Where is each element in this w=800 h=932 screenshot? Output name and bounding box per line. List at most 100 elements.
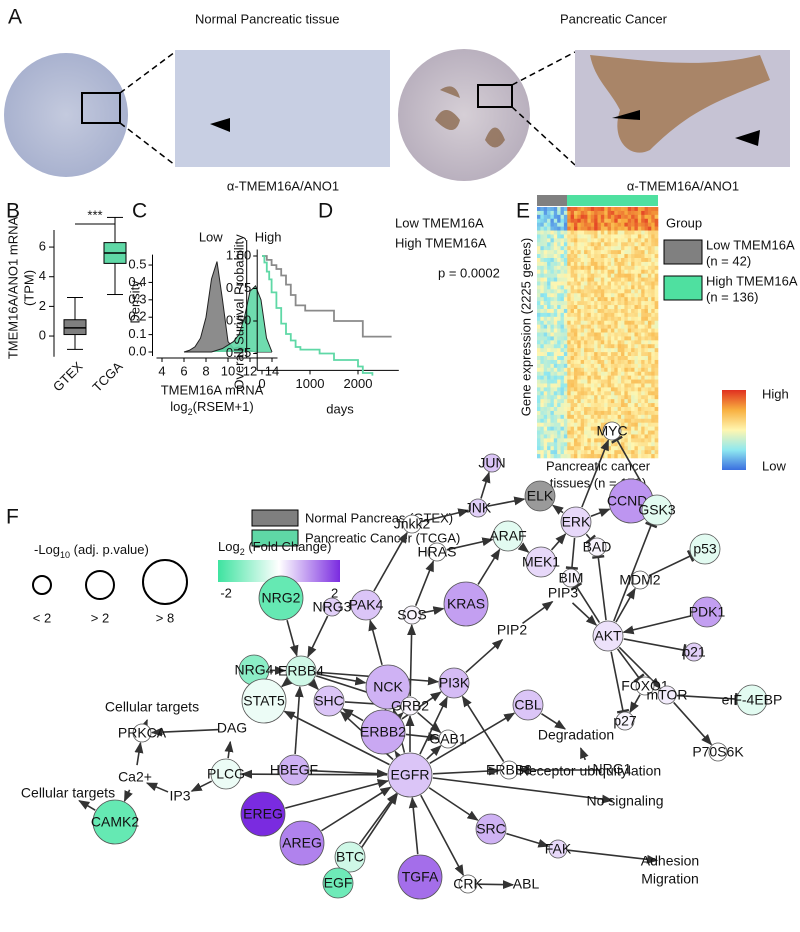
heatmap-cell — [547, 250, 551, 255]
node-label: CBL — [514, 697, 541, 713]
heatmap-cell — [621, 301, 625, 306]
heatmap-cell — [560, 446, 565, 451]
heatmap-cell — [621, 328, 625, 333]
heatmap-cell — [644, 305, 649, 310]
heatmap-cell — [637, 371, 642, 376]
heatmap-cell — [600, 336, 605, 341]
heatmap-cell — [537, 446, 541, 451]
heatmap-cell — [563, 356, 568, 361]
survival-line — [262, 255, 392, 338]
heatmap-cell — [537, 403, 541, 408]
heatmap-cell — [600, 359, 605, 365]
heatmap-cell — [573, 281, 578, 286]
heatmap-cell — [607, 371, 612, 376]
activation-edge — [190, 780, 213, 792]
heatmap-cell — [641, 430, 645, 435]
heatmap-cell — [550, 265, 555, 271]
node-label: FAK — [545, 841, 572, 857]
heatmap-cell — [567, 293, 571, 298]
heatmap-cell — [590, 403, 595, 408]
activation-edge — [446, 537, 494, 551]
heatmap-cell — [550, 324, 555, 329]
heatmap-cell — [597, 269, 602, 274]
heatmap-cell — [627, 367, 632, 373]
heatmap-cell — [624, 344, 629, 349]
heatmap-cell — [597, 422, 602, 427]
heatmap-cell — [557, 218, 561, 223]
heatmap-cell — [587, 375, 592, 380]
heatmap-cell — [621, 418, 625, 424]
heatmap-cell — [557, 403, 561, 408]
heatmap-cell — [634, 410, 639, 416]
heatmap-cell — [654, 250, 659, 255]
heatmap-cell — [631, 348, 635, 353]
heatmap-cell — [570, 340, 575, 345]
heatmap-cell — [637, 234, 642, 239]
heatmap-cell — [570, 348, 575, 353]
heatmap-cell — [550, 434, 555, 439]
heatmap-cell — [644, 395, 649, 400]
heatmap-cell — [537, 352, 541, 357]
heatmap-cell — [607, 446, 612, 451]
heatmap-cell — [641, 320, 645, 325]
node-label: P70S6K — [692, 744, 744, 760]
heatmap-cell — [617, 242, 622, 247]
heatmap-cell — [557, 324, 561, 329]
heatmap-cell — [563, 359, 568, 365]
heatmap-cell — [563, 367, 568, 373]
heatmap-cell — [553, 316, 558, 322]
heatmap-cell — [617, 391, 622, 396]
heatmap-cell — [634, 328, 639, 333]
heatmap-cell — [624, 324, 629, 329]
heatmap-cell — [610, 226, 615, 231]
heatmap-cell — [543, 442, 548, 447]
heatmap-cell — [641, 297, 645, 302]
heatmap-cell — [560, 391, 565, 396]
heatmap-cell — [641, 367, 645, 373]
heatmap-cell — [550, 454, 555, 459]
heatmap-cell — [577, 316, 581, 322]
heatmap-cell — [631, 352, 635, 357]
heatmap-cell — [560, 367, 565, 373]
heatmap-cell — [537, 383, 541, 388]
heatmap-cell — [634, 281, 639, 286]
heatmap-cell — [610, 312, 615, 318]
heatmap-cell — [600, 308, 605, 314]
heatmap-cell — [577, 265, 581, 271]
heatmap-cell — [580, 391, 585, 396]
heatmap-cell — [580, 379, 585, 384]
heatmap-cell — [600, 422, 605, 427]
heatmap-cell — [547, 383, 551, 388]
heatmap-cell — [647, 277, 652, 282]
node-label: AREG — [282, 835, 322, 851]
heatmap-cell — [537, 289, 541, 294]
heatmap-cell — [553, 281, 558, 286]
heatmap-cell — [590, 399, 595, 404]
heatmap-cell — [563, 450, 568, 455]
heatmap-cell — [587, 301, 592, 306]
heatmap-cell — [631, 261, 635, 267]
heatmap-cell — [537, 269, 541, 274]
heatmap-cell — [621, 422, 625, 427]
heatmap-cell — [584, 363, 588, 369]
heatmap-cell — [614, 254, 618, 259]
heatmap-cell — [594, 434, 598, 439]
heatmap-cell — [577, 269, 581, 274]
heatmap-cell — [557, 273, 561, 278]
heatmap-cell — [614, 265, 618, 271]
heatmap-cell — [587, 356, 592, 361]
heatmap-cell — [537, 301, 541, 306]
heatmap-cell — [580, 426, 585, 431]
heatmap-cell — [594, 359, 598, 365]
color-legend-tick: 2 — [331, 585, 338, 600]
heatmap-cell — [547, 352, 551, 357]
heatmap-cell — [540, 305, 545, 310]
color-legend-bar — [218, 560, 340, 582]
heatmap-cell — [637, 257, 642, 263]
heatmap-cell — [647, 312, 652, 318]
heatmap-cell — [577, 348, 581, 353]
heatmap-cell — [547, 399, 551, 404]
heatmap-cell — [641, 308, 645, 314]
heatmap-cell — [621, 442, 625, 447]
heatmap-cell — [617, 238, 622, 243]
